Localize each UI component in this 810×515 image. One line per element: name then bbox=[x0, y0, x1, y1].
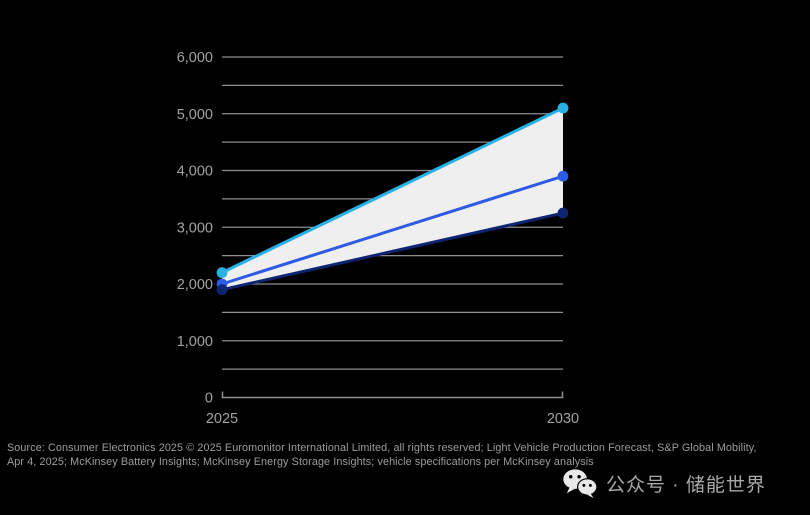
data-point-lower-2030 bbox=[557, 207, 569, 219]
line-chart: 0 1,000 2,000 3,000 4,000 5,000 6,000 2025 2030 bbox=[177, 50, 579, 427]
wechat-account-label: 公众号 · 储能世界 bbox=[606, 474, 766, 496]
data-point-lower-2025 bbox=[216, 284, 228, 296]
x-axis-line bbox=[221, 391, 564, 399]
data-point-upper-2025 bbox=[216, 267, 228, 279]
y-axis-tick-label: 6,000 bbox=[177, 50, 213, 66]
source-line-1: Source: Consumer Electronics 2025 © 2025… bbox=[7, 442, 757, 454]
y-axis-tick-label: 1,000 bbox=[177, 334, 213, 350]
x-axis-tick-label: 2030 bbox=[547, 411, 579, 427]
y-axis-tick-label: 0 bbox=[205, 391, 213, 407]
scenario-band bbox=[222, 108, 563, 290]
wechat-badge: 公众号 · 储能世界 bbox=[562, 466, 766, 500]
y-axis-tick-label: 4,000 bbox=[177, 164, 213, 180]
data-point-upper-2030 bbox=[557, 102, 569, 114]
y-axis-tick-label: 3,000 bbox=[177, 220, 213, 236]
source-note: Source: Consumer Electronics 2025 © 2025… bbox=[7, 441, 797, 469]
source-line-2: Apr 4, 2025; McKinsey Battery Insights; … bbox=[7, 456, 594, 468]
y-axis-tick-label: 2,000 bbox=[177, 277, 213, 293]
data-point-middle-2030 bbox=[557, 170, 569, 182]
y-axis-tick-label: 5,000 bbox=[177, 107, 213, 123]
wechat-icon bbox=[563, 468, 597, 498]
series-line-upper bbox=[220, 106, 565, 275]
x-axis-tick-label: 2025 bbox=[206, 411, 238, 427]
series-line-lower bbox=[220, 211, 565, 292]
series-line-middle bbox=[220, 174, 565, 286]
